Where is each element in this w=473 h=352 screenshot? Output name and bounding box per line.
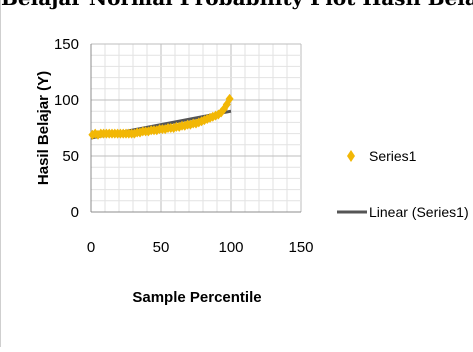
x-tick-label: 150 [288,239,313,256]
x-tick-label: 0 [87,239,95,256]
y-axis-label: Hasil Belajar (Y) [35,71,52,185]
y-tick-label: 0 [71,204,79,221]
grid-layer [90,43,302,213]
y-tick-label: 50 [62,148,79,165]
legend: Series1 Linear (Series1) [337,148,469,220]
y-tick-label: 100 [54,92,79,109]
axis-layer [90,44,301,213]
y-tick-label: 150 [54,36,79,53]
x-axis-label: Sample Percentile [132,289,261,306]
data-point [225,93,234,104]
tick-layer: 0 50 100 150 0 50 100 150 [54,36,314,256]
x-tick-label: 50 [153,239,170,256]
x-tick-label: 100 [218,239,243,256]
points-layer [88,93,234,140]
legend-series1-label: Series1 [369,148,417,164]
legend-trendline-label: Linear (Series1) [369,204,469,220]
legend-series1-marker [347,150,355,162]
chart-header-fragment: Belajar Normal Probability Plot Hasil Be… [1,0,473,10]
